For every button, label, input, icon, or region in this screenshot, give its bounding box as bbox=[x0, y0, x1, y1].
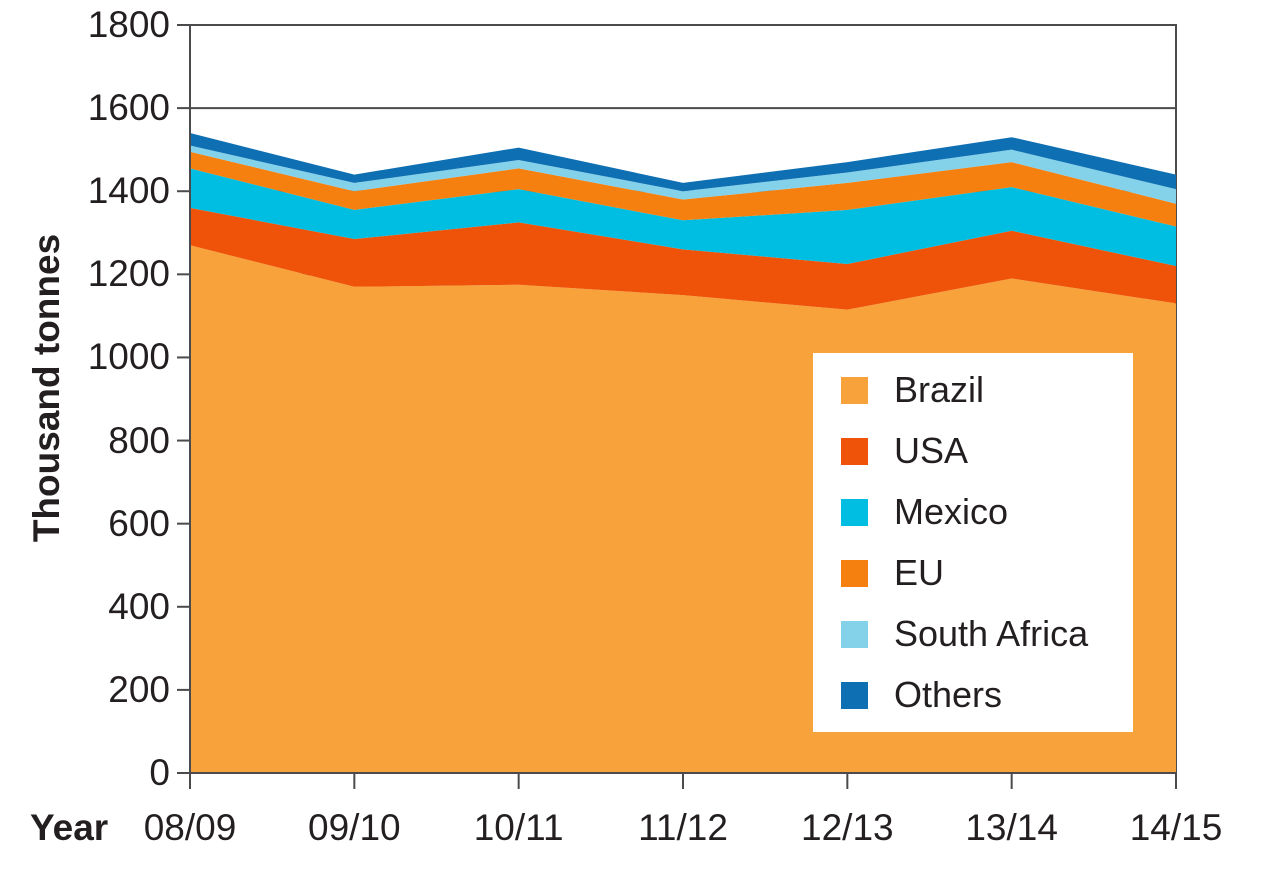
legend-swatch-brazil bbox=[841, 376, 868, 404]
axes bbox=[177, 24, 1177, 789]
x-tick-label-14/15: 14/15 bbox=[1129, 807, 1223, 848]
legend-item-eu: EU bbox=[841, 553, 1133, 593]
x-tick-label-11/12: 11/12 bbox=[638, 807, 728, 848]
legend-label-mexico: Mexico bbox=[894, 491, 1009, 532]
y-tick-label-1400: 1400 bbox=[87, 170, 170, 212]
x-tick-label-12/13: 12/13 bbox=[801, 807, 894, 848]
legend-item-usa: USA bbox=[841, 431, 1133, 471]
x-tick-label-10/11: 10/11 bbox=[473, 807, 564, 848]
legend: Brazil USA Mexico EU South Africa Others bbox=[813, 353, 1133, 732]
area-usa bbox=[190, 207, 1176, 310]
y-tick-label-1600: 1600 bbox=[87, 87, 170, 129]
legend-swatch-mexico bbox=[841, 498, 868, 526]
legend-label-eu: EU bbox=[894, 552, 945, 593]
x-tick-label-08/09: 08/09 bbox=[143, 807, 237, 848]
x-axis-title: Year bbox=[30, 807, 109, 848]
area-mexico bbox=[190, 168, 1176, 267]
legend-label-brazil: Brazil bbox=[894, 369, 985, 410]
legend-swatch-eu bbox=[841, 559, 868, 587]
y-tick-label-1800: 1800 bbox=[87, 4, 170, 45]
y-tick-label-800: 800 bbox=[108, 419, 170, 461]
legend-item-mexico: Mexico bbox=[841, 492, 1133, 532]
legend-label-south-africa: South Africa bbox=[894, 613, 1089, 654]
legend-swatch-usa bbox=[841, 437, 868, 465]
y-tick-label-1000: 1000 bbox=[87, 336, 170, 378]
legend-swatch-others bbox=[841, 681, 868, 709]
area-eu bbox=[190, 151, 1176, 227]
y-tick-label-0: 0 bbox=[149, 752, 170, 793]
legend-item-others: Others bbox=[841, 675, 1133, 715]
legend-item-brazil: Brazil bbox=[841, 370, 1133, 410]
y-tick-label-200: 200 bbox=[108, 668, 170, 710]
legend-label-others: Others bbox=[894, 674, 1003, 715]
area-south-africa bbox=[190, 145, 1176, 204]
y-tick-label-400: 400 bbox=[108, 585, 170, 627]
y-tick-label-600: 600 bbox=[108, 502, 170, 544]
legend-swatch-south-africa bbox=[841, 620, 868, 648]
legend-label-usa: USA bbox=[894, 430, 969, 471]
x-tick-label-13/14: 13/14 bbox=[965, 807, 1058, 848]
legend-item-south-africa: South Africa bbox=[841, 614, 1133, 654]
x-tick-label-09/10: 09/10 bbox=[308, 807, 401, 848]
y-tick-label-1200: 1200 bbox=[87, 253, 170, 295]
